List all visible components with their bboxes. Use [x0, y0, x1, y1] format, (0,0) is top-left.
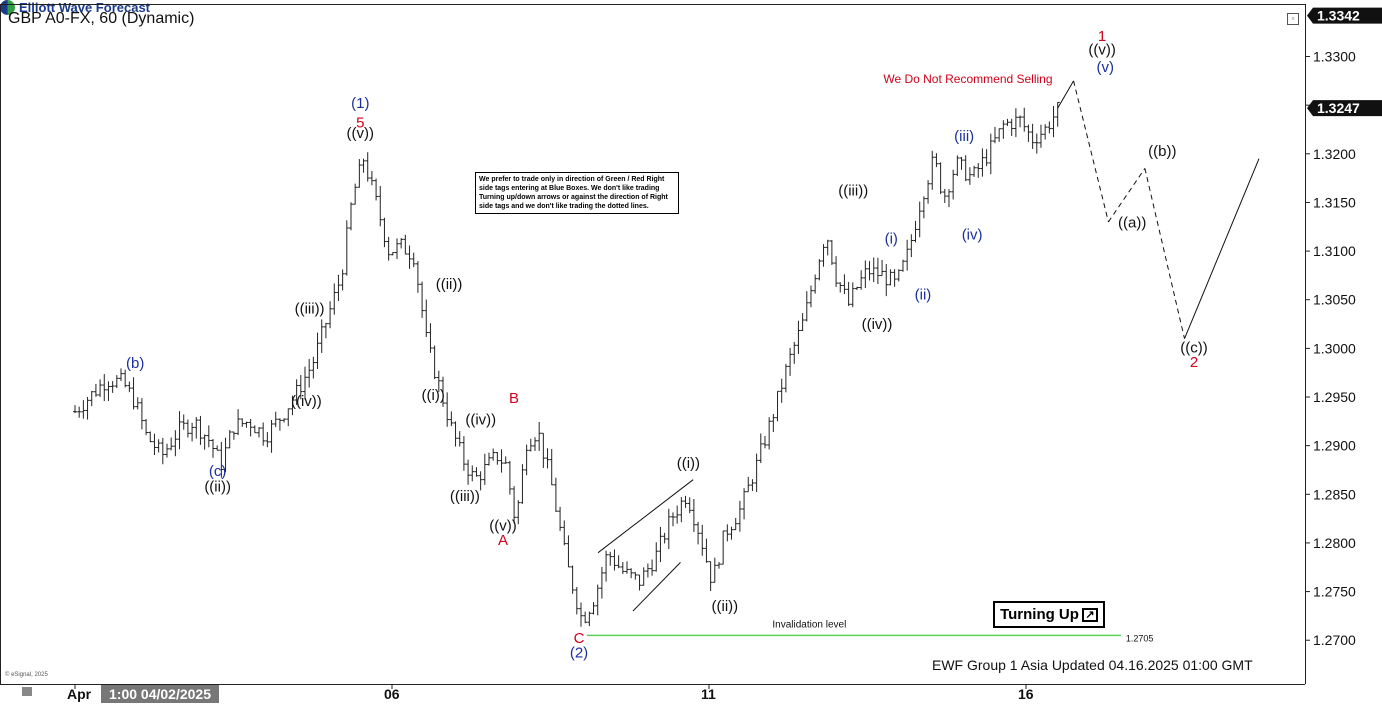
time-cursor-label: 1:00 04/02/2025 — [101, 685, 219, 703]
wave-label: ((iii)) — [295, 300, 325, 317]
wave-label: (2) — [570, 645, 588, 662]
wave-label: ((i)) — [677, 455, 700, 472]
price-tag-label: 1.3247 — [1317, 100, 1360, 116]
brand-logo: Elliott Wave Forecast — [0, 0, 1382, 15]
chart-settings-icon[interactable] — [22, 687, 32, 696]
wave-label: (iv) — [962, 226, 983, 243]
trading-disclaimer: We prefer to trade only in direction of … — [475, 172, 679, 214]
price-bars — [73, 101, 1060, 627]
wave-label: (i) — [885, 230, 898, 247]
wave-label: ((ii)) — [204, 478, 231, 495]
wave-label: ((iii)) — [450, 488, 480, 505]
wave-label: 5 — [356, 115, 364, 132]
projection-line — [1073, 80, 1109, 223]
y-tick-label: 1.3200 — [1313, 146, 1356, 162]
wave-label: ((c)) — [1180, 339, 1207, 356]
y-tick-label: 1.2950 — [1313, 389, 1356, 405]
price-tag — [1307, 7, 1382, 24]
wave-label: ((a)) — [1118, 215, 1146, 232]
projection-line — [1108, 168, 1146, 223]
wave-label: (ii) — [915, 287, 932, 304]
restore-window-icon[interactable]: ▫ — [1287, 13, 1299, 25]
projection-line — [1057, 80, 1074, 109]
y-tick-label: 1.2750 — [1313, 584, 1356, 600]
wave-label: ((ii)) — [436, 276, 463, 293]
plot-frame — [0, 4, 1306, 685]
y-tick-label: 1.3000 — [1313, 340, 1356, 356]
wave-label: (v) — [1097, 59, 1115, 76]
wave-label: (1) — [351, 95, 369, 112]
arrow-up-right-icon: ↗ — [1081, 607, 1098, 622]
wave-label: ((v)) — [1088, 42, 1115, 59]
wave-label: A — [498, 532, 508, 549]
y-tick-label: 1.3100 — [1313, 243, 1356, 259]
y-tick-label: 1.3150 — [1313, 194, 1356, 210]
wave-label: (iii) — [954, 128, 974, 145]
x-tick-label: 06 — [384, 686, 400, 702]
wave-label: ((i)) — [422, 387, 445, 404]
wave-label: B — [509, 390, 519, 407]
channel-line — [597, 479, 694, 554]
wave-label: (b) — [126, 355, 144, 372]
wave-label: ((v)) — [489, 517, 516, 534]
x-tick-label: 11 — [701, 686, 716, 702]
wave-label: (c) — [209, 463, 227, 480]
projection-line — [1184, 158, 1260, 339]
projection-line — [1144, 168, 1185, 339]
wave-label: ((iv)) — [291, 393, 322, 410]
turning-up-badge: Turning Up ↗ — [993, 601, 1105, 628]
wave-label: ((b)) — [1148, 143, 1176, 160]
wave-label: ((iv)) — [862, 316, 893, 333]
y-tick-label: 1.2850 — [1313, 486, 1356, 502]
invalidation-value: 1.2705 — [1126, 633, 1154, 643]
y-tick-label: 1.3300 — [1313, 49, 1356, 65]
copyright-note: © eSignal, 2025 — [5, 672, 48, 678]
wave-label: ((iii)) — [838, 183, 868, 200]
wave-label: 2 — [1190, 354, 1198, 371]
price-tag-label: 1.3342 — [1317, 8, 1360, 24]
no-sell-notice: We Do Not Recommend Selling — [883, 72, 1052, 86]
wave-label: C — [574, 630, 585, 647]
invalidation-label: Invalidation level — [772, 619, 846, 630]
chart-title: GBP A0-FX, 60 (Dynamic) — [8, 10, 195, 27]
wave-label: ((iv)) — [465, 411, 496, 428]
y-tick-label: 1.2800 — [1313, 535, 1356, 551]
channel-line — [632, 562, 681, 612]
y-tick-label: 1.2700 — [1313, 632, 1356, 648]
y-axis-panel — [1305, 0, 1382, 708]
price-tag — [1307, 100, 1382, 117]
turning-up-label: Turning Up — [1000, 606, 1079, 623]
brand-name: Elliott Wave Forecast — [19, 0, 150, 15]
brand-logo-icon — [0, 0, 15, 15]
y-tick-label: 1.2900 — [1313, 438, 1356, 454]
wave-label: ((ii)) — [712, 598, 739, 615]
update-stamp: EWF Group 1 Asia Updated 04.16.2025 01:0… — [932, 657, 1253, 673]
wave-label: 1 — [1098, 28, 1106, 45]
x-tick-label: 16 — [1018, 686, 1034, 702]
x-tick-label: Apr — [67, 686, 92, 702]
y-tick-label: 1.3050 — [1313, 292, 1356, 308]
wave-label: ((v)) — [347, 125, 374, 142]
